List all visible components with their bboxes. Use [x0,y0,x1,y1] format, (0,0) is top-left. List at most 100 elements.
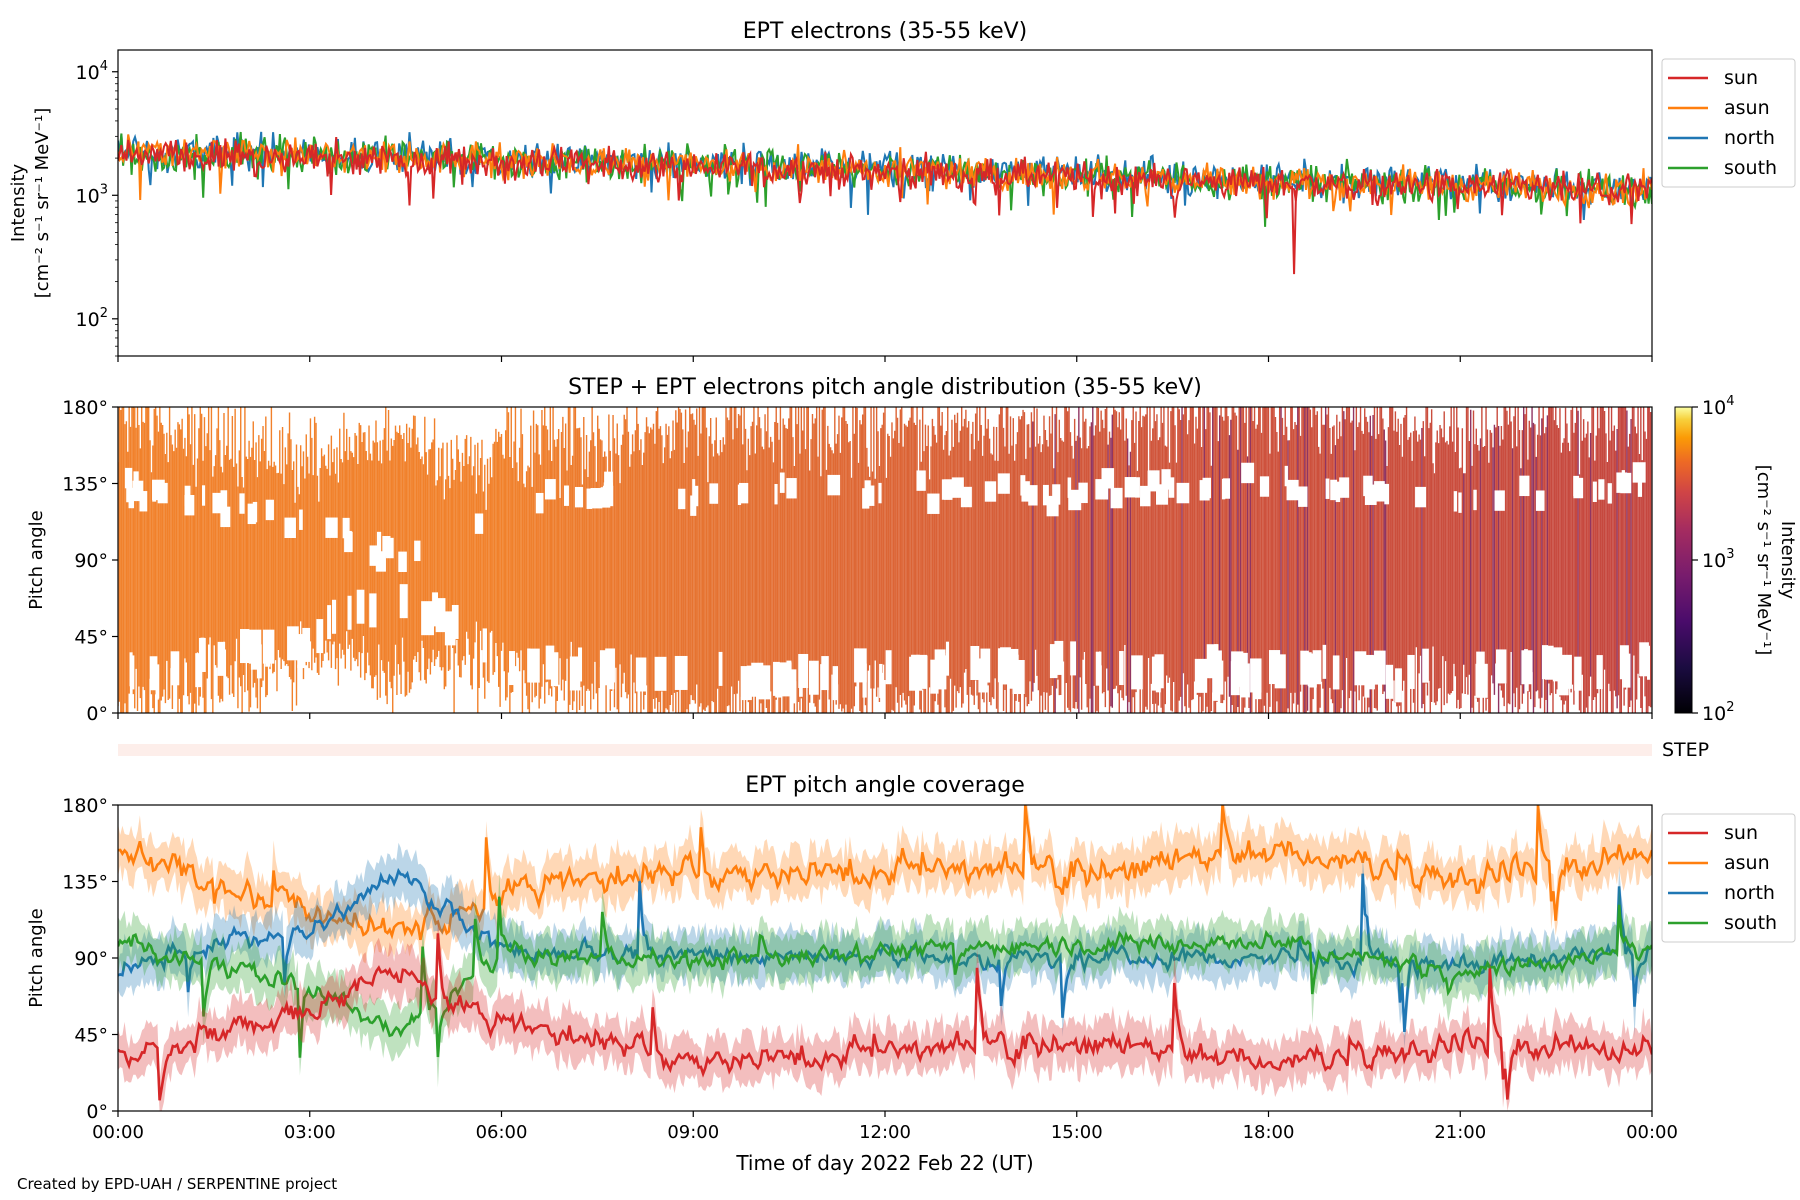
pad-gap [951,477,964,498]
pad-gap [740,666,752,701]
pad-gap [544,479,556,500]
pad-gap [240,629,250,664]
pad-gap [1621,470,1625,491]
panel1-ylabel-1: Intensity [8,163,29,242]
pad-gap [569,656,581,691]
legend-label-north: north [1724,127,1775,149]
pad-gap [399,584,408,619]
pad-gap [1221,478,1226,500]
pad-gap [936,655,947,690]
pad-gap [376,531,382,553]
legend-label-south: south [1724,157,1777,179]
pad-gap [262,629,275,664]
pad-gap [1286,479,1299,501]
pad-gap [149,656,158,691]
pad-gap [885,650,892,685]
pad-gap [786,660,792,695]
colorbar-ticks: 102 103 104 [1692,394,1734,725]
pad-gap [1215,660,1224,695]
pad-gap [773,661,780,696]
pad-gap [131,655,135,690]
colorbar-label-2: [cm⁻² s⁻¹ sr⁻¹ MeV⁻¹] [1753,465,1774,656]
pad-gap [1384,483,1390,505]
panel1-y-ticks: 102 103 104 [76,59,118,357]
step-band [118,744,1652,756]
y-tick-label: 45° [74,1025,108,1047]
pad-gap [369,593,377,628]
pad-heatmap [118,407,1652,713]
coverage-line-north [118,867,1652,1032]
pad-gap [1592,481,1597,502]
pad-gap [916,470,926,491]
pad-gap [157,482,168,504]
pad-gap [600,487,611,508]
pad-gap [586,488,593,509]
pad-gap [1000,650,1010,685]
colorbar-tick-label: 103 [1702,547,1734,572]
x-tick-label: 03:00 [284,1122,336,1143]
pad-gap [1241,462,1255,484]
pad-gap [1473,489,1477,511]
pad-gap [790,669,797,704]
panel4-ylabel: Pitch angle [26,908,47,1007]
pad-gap [201,485,206,506]
pad-gap [1101,468,1115,489]
pad-gap [978,658,988,693]
pad-gap [1140,485,1151,507]
pad-gap [284,517,296,539]
sun-dip-point [1291,185,1298,275]
legend-label-asun: asun [1724,97,1770,119]
panel2-ylabel: Pitch angle [26,510,47,609]
x-tick-label: 15:00 [1051,1122,1103,1143]
pad-gap [1268,650,1281,685]
pad-gap [1151,656,1158,691]
pad-gap [529,648,540,683]
pad-gap [550,652,559,687]
pad-gap [1147,471,1157,492]
pad-gap [482,628,487,663]
pad-gap [1620,472,1632,494]
pad-gap [1135,477,1140,498]
pad-gap [1557,661,1569,696]
colorbar-tick-label: 102 [1702,700,1734,725]
colorbar-tick-label: 104 [1702,394,1734,419]
pad-gap [1364,655,1375,690]
pad-gap [1637,476,1643,497]
pad-gap [862,488,870,509]
step-label: STEP [1662,739,1709,761]
pad-gap [1194,658,1208,693]
panel1-x-ticks [117,356,1653,362]
x-tick-label: 09:00 [667,1122,719,1143]
pad-gap [1415,486,1427,508]
coverage-line-asun [118,805,1652,941]
pad-gap [1021,481,1030,502]
pad-gap [375,551,386,572]
pad-gap [1300,650,1309,685]
pad-gap [758,665,771,700]
pad-gap [827,474,841,496]
x-axis-label: Time of day 2022 Feb 22 (UT) [735,1151,1033,1175]
pad-gap [878,482,882,504]
pad-gap [1212,666,1220,701]
pad-gap [1598,479,1605,500]
pad-gap [126,481,132,503]
pad-gap [1156,484,1168,505]
pad-gap [590,488,603,509]
step-band-panel: STEP [118,739,1709,761]
pad-gap [1307,652,1312,687]
y-tick-label: 0° [86,1101,108,1123]
pad-gap [678,488,686,510]
pad-gap [527,648,531,683]
x-tick-label: 06:00 [476,1122,528,1143]
pad-gap [1119,651,1124,686]
pad-gap [1054,640,1064,675]
pad-gap [927,493,940,514]
pad-gap [344,531,353,553]
pad-gap [1632,462,1646,483]
pad-gap [1312,650,1322,685]
y-tick-label: 135° [62,872,108,894]
pad-gap [414,540,421,562]
pad-gap [444,611,456,646]
pad-gap [574,486,584,508]
pad-gap [854,648,859,683]
